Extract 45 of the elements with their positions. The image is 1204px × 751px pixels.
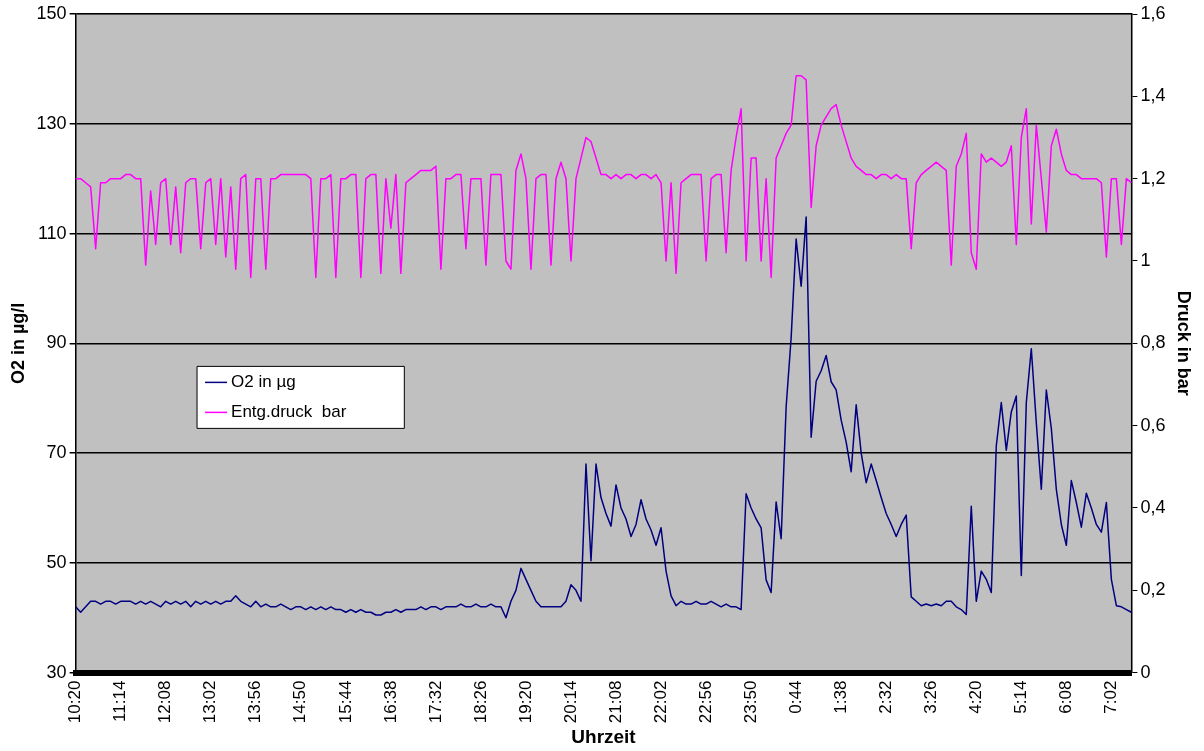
y2-tick-label: 1,6 (1140, 2, 1166, 23)
y2-tick-label: 1 (1140, 249, 1151, 270)
y-tick-label: 70 (46, 442, 67, 463)
x-tick-label: 18:26 (470, 680, 490, 724)
y2-tick-label: 1,2 (1140, 167, 1166, 188)
x-tick-label: 2:32 (875, 680, 895, 714)
x-tick-label: 16:38 (380, 680, 400, 724)
y-tick-label: 150 (36, 2, 67, 23)
x-tick-label: 10:20 (65, 680, 85, 724)
y2-axis-title: Druck in bar (1174, 290, 1195, 396)
x-tick-label: 11:14 (110, 680, 130, 722)
y-axis-title: O2 in µg/l (7, 302, 28, 385)
x-tick-label: 6:08 (1056, 680, 1076, 714)
y-tick-label: 50 (46, 551, 67, 572)
x-tick-label: 5:14 (1010, 680, 1030, 714)
x-tick-label: 14:50 (290, 680, 310, 724)
y2-tick-label: 0,6 (1140, 414, 1166, 435)
x-tick-label: 13:56 (245, 680, 265, 724)
x-tick-label: 15:44 (335, 680, 355, 724)
x-tick-label: 0:44 (785, 680, 805, 714)
x-tick-label: 22:02 (650, 680, 670, 724)
x-tick-label: 3:26 (920, 680, 940, 714)
x-tick-label: 7:02 (1101, 680, 1121, 714)
x-tick-label: 22:56 (695, 680, 715, 724)
y-tick-label: 110 (37, 222, 67, 243)
y2-tick-label: 0 (1140, 661, 1151, 682)
x-tick-label: 1:38 (830, 680, 850, 714)
y2-tick-label: 0,4 (1140, 496, 1166, 517)
x-tick-label: 21:08 (605, 680, 625, 724)
x-tick-label: 17:32 (425, 680, 445, 724)
y-tick-label: 130 (36, 112, 67, 133)
y-tick-label: 90 (46, 332, 67, 353)
y2-tick-label: 0,2 (1140, 579, 1166, 600)
x-tick-label: 20:14 (560, 680, 580, 724)
y2-tick-label: 0,8 (1140, 332, 1166, 353)
x-tick-label: 23:50 (740, 680, 760, 724)
legend-label: O2 in µg (231, 372, 296, 392)
y-tick-label: 30 (46, 661, 67, 682)
y2-tick-label: 1,4 (1140, 85, 1166, 106)
x-tick-label: 4:20 (965, 680, 985, 714)
x-tick-label: 12:08 (155, 680, 175, 724)
x-tick-label: 13:02 (200, 680, 220, 724)
legend-label: Entg.druck bar (231, 402, 347, 422)
x-axis-title: Uhrzeit (571, 725, 637, 747)
x-tick-label: 19:20 (515, 680, 535, 724)
